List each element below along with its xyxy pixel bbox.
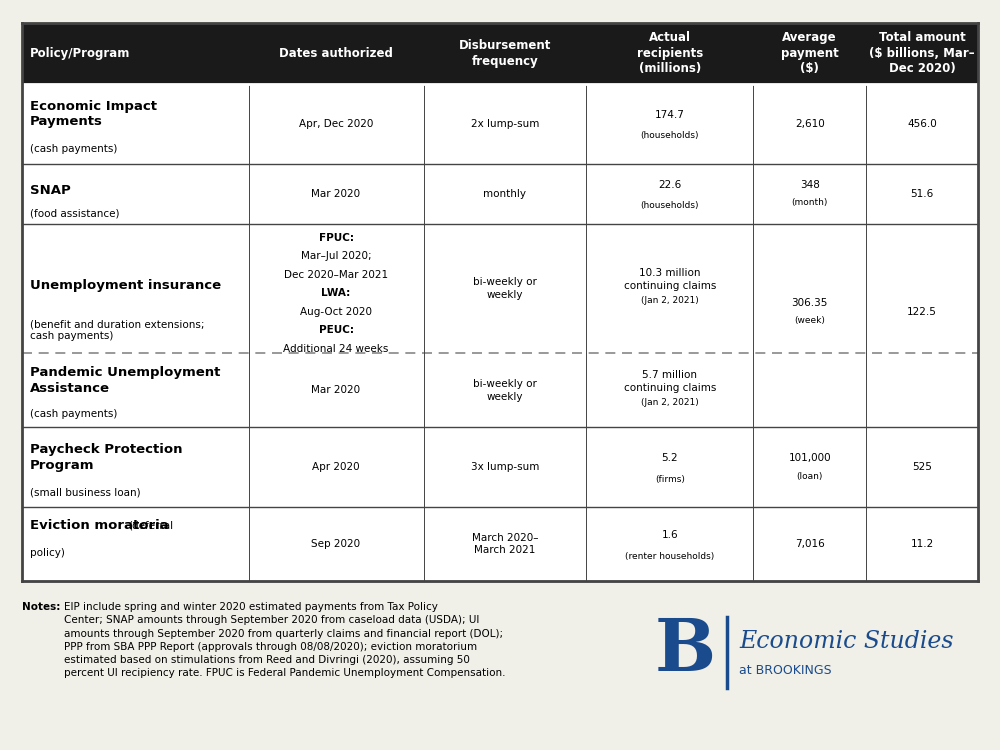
Text: (Jan 2, 2021): (Jan 2, 2021) [641, 296, 699, 305]
Text: 525: 525 [912, 462, 932, 472]
Text: 456.0: 456.0 [907, 118, 937, 129]
Text: (food assistance): (food assistance) [30, 209, 120, 218]
Text: EIP include spring and winter 2020 estimated payments from Tax Policy
Center; SN: EIP include spring and winter 2020 estim… [64, 602, 506, 678]
Text: (cash payments): (cash payments) [30, 144, 117, 154]
Text: (renter households): (renter households) [625, 552, 714, 561]
Text: (households): (households) [640, 131, 699, 140]
Text: Economic Studies: Economic Studies [739, 630, 954, 653]
Text: (small business loan): (small business loan) [30, 488, 141, 498]
Text: 101,000: 101,000 [788, 453, 831, 464]
Text: Apr 2020: Apr 2020 [312, 462, 360, 472]
Text: 174.7: 174.7 [655, 110, 685, 120]
Bar [22, 84, 978, 164]
Text: 1.6: 1.6 [661, 530, 678, 540]
Bar [22, 507, 978, 581]
Text: 3x lump-sum: 3x lump-sum [471, 462, 539, 472]
Text: 7,016: 7,016 [795, 539, 825, 549]
Text: 122.5: 122.5 [907, 307, 937, 317]
Text: 2x lump-sum: 2x lump-sum [471, 118, 539, 129]
Text: bi-weekly or
weekly: bi-weekly or weekly [473, 379, 537, 401]
Bar [22, 353, 978, 428]
Text: Total amount
($ billions, Mar–
Dec 2020): Total amount ($ billions, Mar– Dec 2020) [869, 32, 975, 75]
Text: (households): (households) [640, 202, 699, 211]
Text: Pandemic Unemployment
Assistance: Pandemic Unemployment Assistance [30, 366, 220, 394]
Text: Dates authorized: Dates authorized [279, 46, 393, 60]
Text: at BROOKINGS: at BROOKINGS [739, 664, 832, 677]
Text: policy): policy) [30, 548, 65, 558]
Text: Sep 2020: Sep 2020 [311, 539, 361, 549]
Text: B: B [655, 616, 716, 686]
Bar [22, 224, 978, 353]
Text: Mar 2020: Mar 2020 [311, 189, 361, 199]
Text: Eviction moratoria: Eviction moratoria [30, 519, 169, 532]
Text: 51.6: 51.6 [910, 189, 934, 199]
Text: (cash payments): (cash payments) [30, 409, 117, 419]
Text: bi-weekly or
weekly: bi-weekly or weekly [473, 278, 537, 300]
Text: 22.6: 22.6 [658, 180, 681, 190]
Text: (firms): (firms) [655, 475, 685, 484]
Text: 11.2: 11.2 [910, 539, 934, 549]
Text: Average
payment
($): Average payment ($) [781, 32, 839, 75]
Bar [22, 164, 978, 224]
Text: Economic Impact
Payments: Economic Impact Payments [30, 100, 157, 128]
Text: Actual
recipients
(millions): Actual recipients (millions) [637, 32, 703, 75]
Text: Dec 2020–Mar 2021: Dec 2020–Mar 2021 [284, 270, 388, 280]
Text: PEUC:: PEUC: [319, 326, 354, 335]
Text: March 2020–
March 2021: March 2020– March 2021 [472, 533, 538, 555]
Text: Policy/Program: Policy/Program [30, 46, 130, 60]
Text: (deferral: (deferral [128, 520, 173, 530]
Text: (month): (month) [792, 199, 828, 208]
Text: 2,610: 2,610 [795, 118, 825, 129]
Text: 5.2: 5.2 [661, 453, 678, 464]
Text: (Jan 2, 2021): (Jan 2, 2021) [641, 398, 699, 406]
Text: Apr, Dec 2020: Apr, Dec 2020 [299, 118, 373, 129]
Text: 348: 348 [800, 180, 820, 190]
Bar [22, 427, 978, 507]
Text: Additional 24 weeks: Additional 24 weeks [283, 344, 389, 353]
Text: Unemployment insurance: Unemployment insurance [30, 279, 221, 292]
Text: Mar–Jul 2020;: Mar–Jul 2020; [301, 251, 371, 262]
Text: SNAP: SNAP [30, 184, 71, 197]
Text: 5.7 million
continuing claims: 5.7 million continuing claims [624, 370, 716, 392]
Text: Disbursement
frequency: Disbursement frequency [459, 39, 551, 68]
Text: Aug-Oct 2020: Aug-Oct 2020 [300, 307, 372, 316]
Text: Mar 2020: Mar 2020 [311, 386, 361, 395]
Text: 306.35: 306.35 [792, 298, 828, 308]
Text: Notes:: Notes: [22, 602, 60, 612]
Text: Paycheck Protection
Program: Paycheck Protection Program [30, 443, 182, 472]
Text: LWA:: LWA: [321, 288, 351, 298]
Text: FPUC:: FPUC: [319, 233, 354, 243]
Text: (week): (week) [794, 316, 825, 326]
Text: 10.3 million
continuing claims: 10.3 million continuing claims [624, 268, 716, 291]
Bar [22, 22, 978, 84]
Text: (benefit and duration extensions;
cash payments): (benefit and duration extensions; cash p… [30, 320, 205, 340]
Text: (loan): (loan) [797, 472, 823, 481]
Text: monthly: monthly [483, 189, 526, 199]
